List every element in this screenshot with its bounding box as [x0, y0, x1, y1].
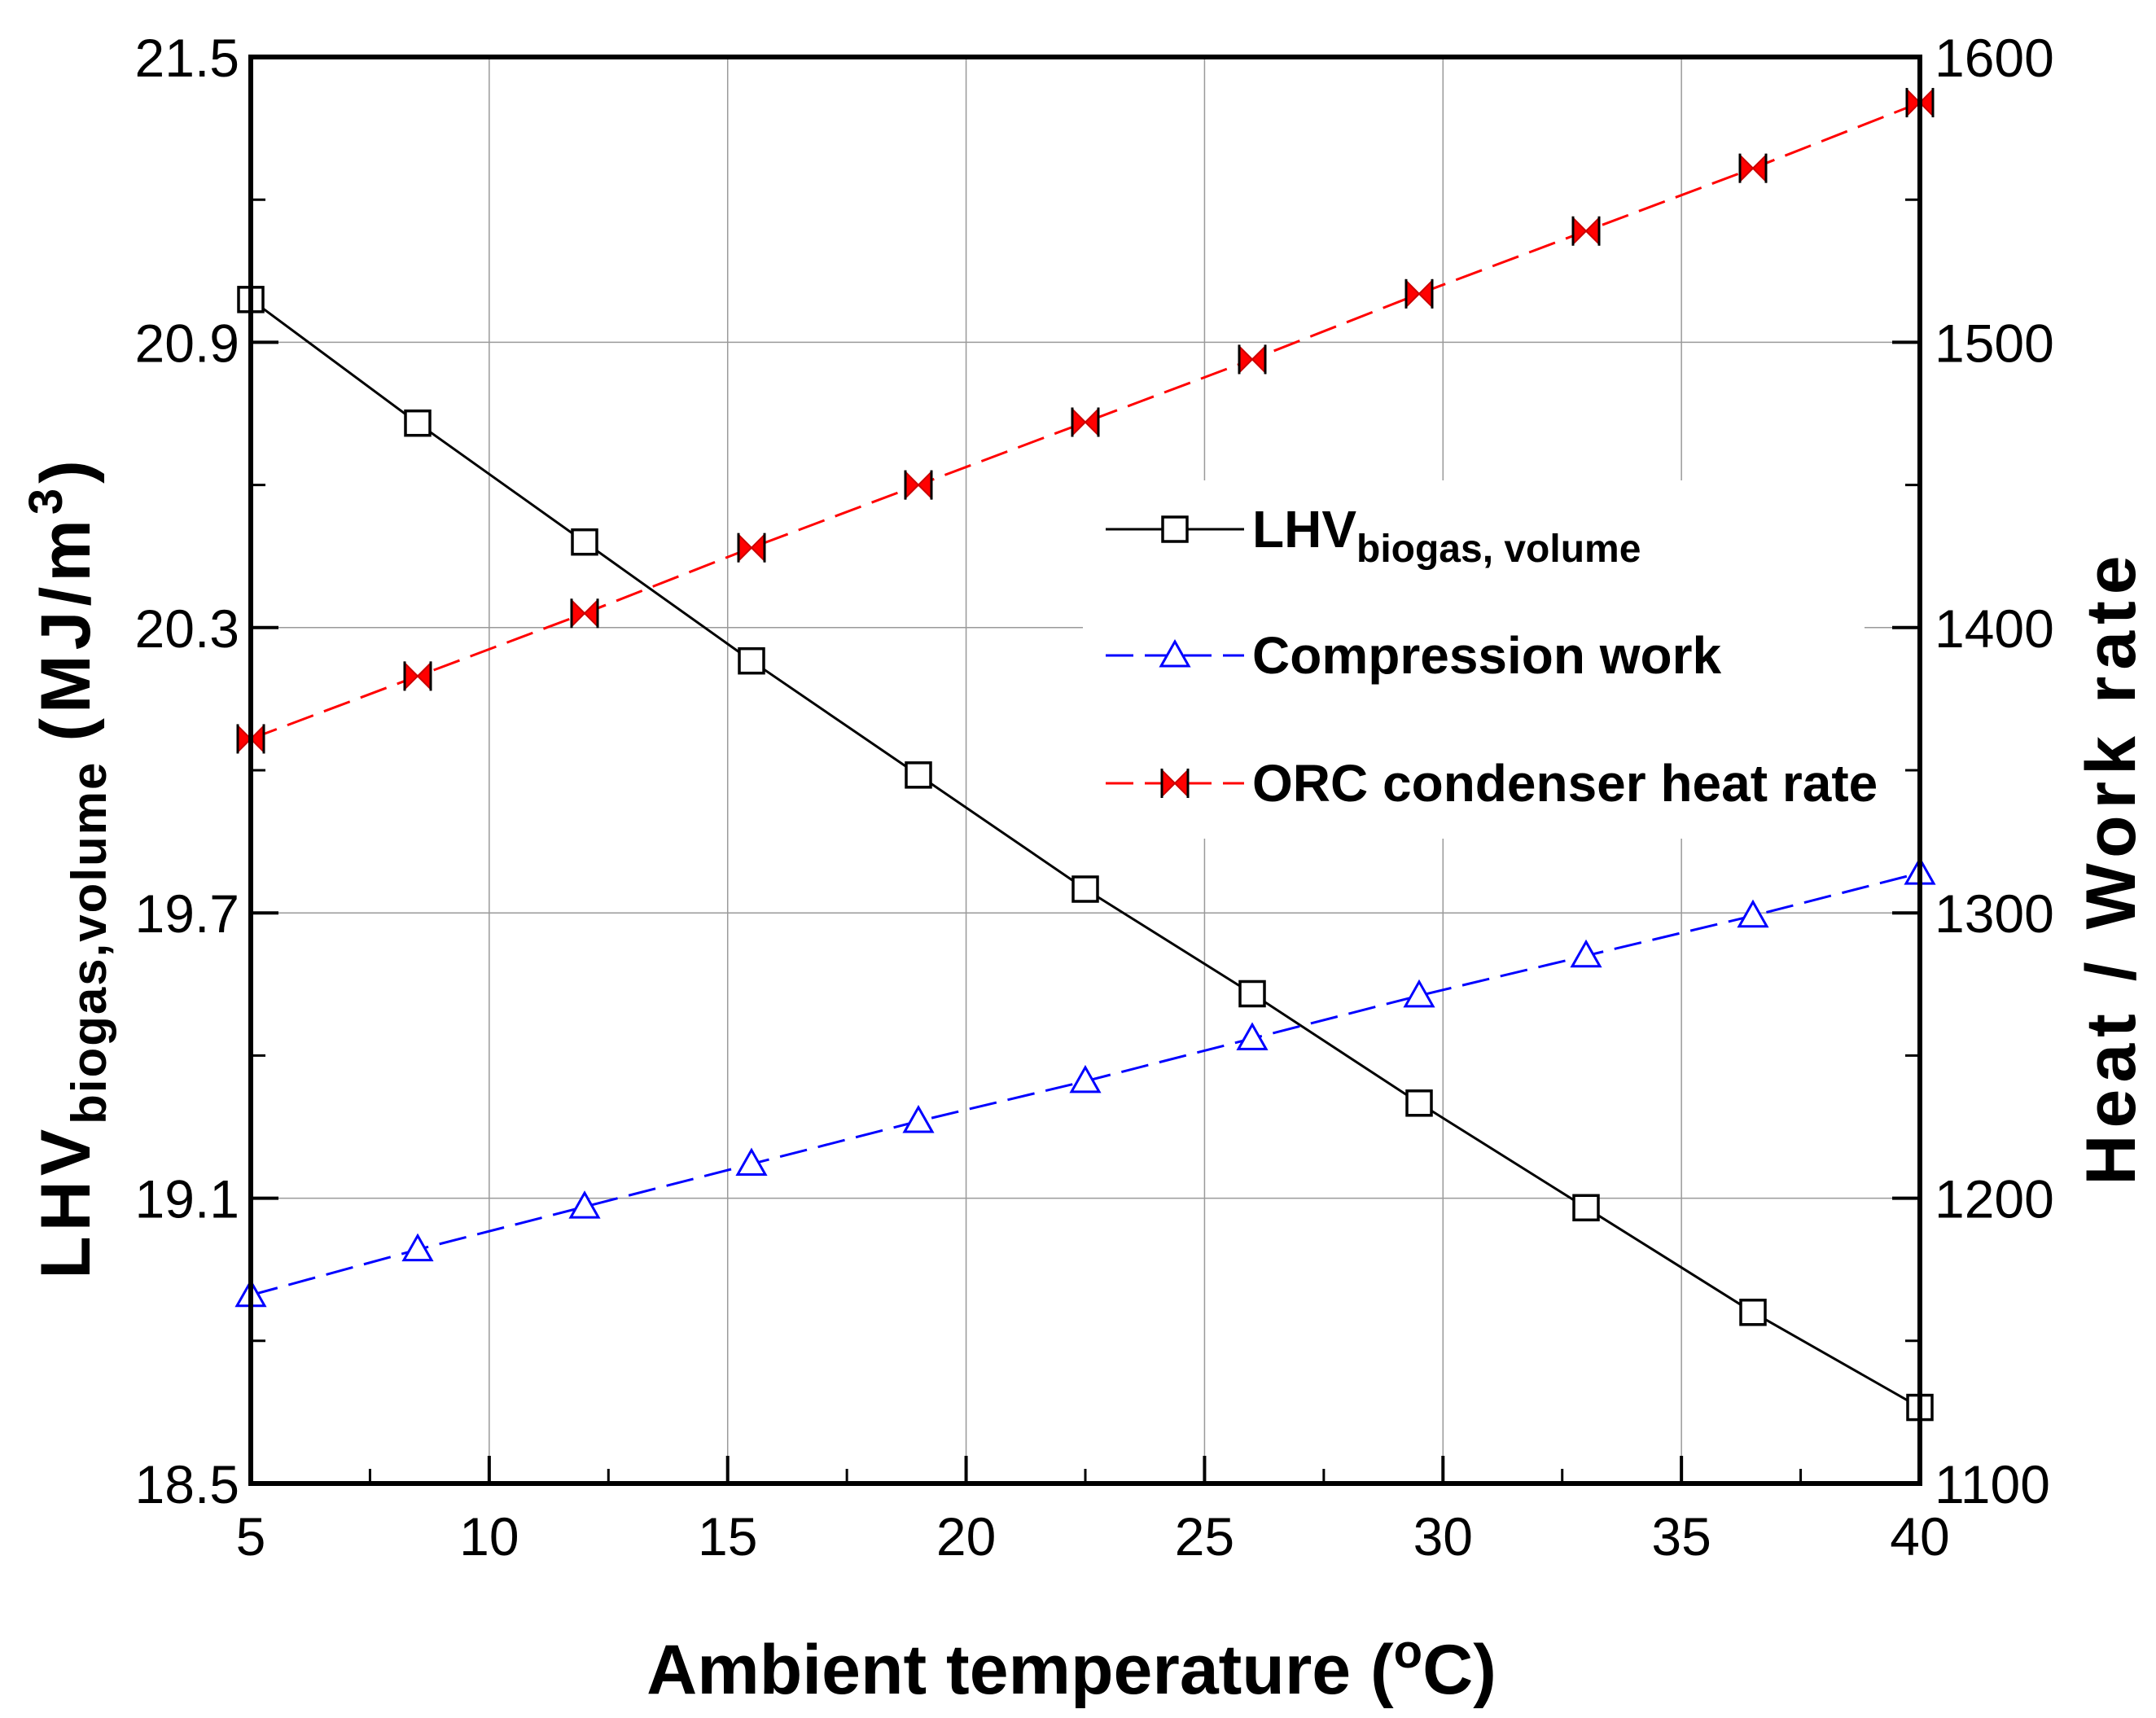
- x-tick-label: 25: [1175, 1506, 1234, 1567]
- x-axis-title-main: Ambient temperature (: [646, 1631, 1394, 1709]
- y-left-tick-label: 18.5: [135, 1454, 239, 1514]
- y-right-axis-title: Heat / Work rate: [2072, 549, 2150, 1185]
- legend-label-lhv-sub: biogas, volume: [1356, 528, 1641, 571]
- y-right-tick-label: 1300: [1935, 883, 2054, 944]
- series-0-point: [571, 528, 598, 556]
- x-tick-label: 40: [1890, 1506, 1949, 1567]
- x-tick-label: 15: [698, 1506, 757, 1567]
- y-right-tick-label: 1400: [1935, 598, 2054, 659]
- series-1-point: [568, 1190, 601, 1219]
- series-2-point: [1404, 278, 1434, 309]
- y-left-axis-title-close: ): [27, 455, 105, 484]
- series-2-point-bowtie: [1572, 216, 1600, 247]
- series-0-point: [905, 761, 932, 789]
- legend-label-lhv: LHVbiogas, volume: [1252, 500, 1641, 571]
- tick-labels: 5 10 15 20 25 30 35 40 18.5 19.1 19.7 20.3 20.9 21.5 1…: [135, 28, 2054, 1567]
- y-left-tick-label: 21.5: [135, 28, 239, 88]
- legend: LHVbiogas, volume Compression work ORC c…: [1083, 480, 1878, 839]
- series-2-point: [1738, 153, 1768, 184]
- y-left-axis-title-sup: 3: [20, 484, 72, 515]
- y-left-axis-title-sub: biogas,volume: [62, 761, 116, 1124]
- series-1-point: [1570, 939, 1602, 968]
- series-0-point: [1572, 1194, 1600, 1222]
- series-1-point: [1737, 899, 1769, 928]
- x-tick-label: 30: [1413, 1506, 1473, 1567]
- ticks: [249, 55, 1922, 1485]
- legend-item-compression-work: Compression work: [1106, 626, 1722, 685]
- series-0-point: [1739, 1299, 1767, 1326]
- legend-label-lhv-main: LHV: [1252, 500, 1356, 559]
- y-left-axis-title-prefix: LHV: [27, 1124, 105, 1279]
- series-line-2: [250, 101, 1921, 740]
- y-right-tick-label: 1100: [1935, 1454, 2050, 1514]
- series-2-point: [737, 532, 766, 563]
- series-1-point: [1236, 1022, 1269, 1050]
- legend-marker-lhv: [1161, 515, 1189, 543]
- legend-marker-compression-work: [1159, 638, 1191, 668]
- y-left-axis-title: LHVbiogas,volume (MJ/m3): [20, 455, 116, 1278]
- y-right-tick-label: 1500: [1935, 313, 2054, 373]
- y-left-tick-label: 19.7: [135, 883, 239, 944]
- series-2-point: [1571, 216, 1601, 247]
- y-left-tick-label: 20.3: [135, 598, 239, 659]
- legend-background: [1083, 480, 1865, 839]
- series-0-point: [1071, 875, 1099, 903]
- y-left-tick-label: 19.1: [135, 1169, 239, 1229]
- series-1-point: [735, 1147, 768, 1177]
- legend-label-compression-work: Compression work: [1252, 626, 1722, 685]
- series-1-point: [1403, 979, 1435, 1008]
- y-left-tick-label: 20.9: [135, 313, 239, 373]
- series-1-point: [401, 1233, 434, 1262]
- x-axis-title-tail: C): [1422, 1631, 1496, 1709]
- legend-item-orc-condenser: ORC condenser heat rate: [1106, 754, 1878, 813]
- legend-item-lhv: LHVbiogas, volume: [1106, 500, 1641, 571]
- series-2-point: [1071, 407, 1100, 437]
- series-2-point: [904, 470, 933, 501]
- x-axis-title: Ambient temperature (oC): [646, 1625, 1496, 1709]
- series-markers: [234, 87, 1936, 1422]
- series-0-point: [404, 409, 432, 437]
- y-left-axis-title-unit: (MJ/m: [27, 515, 105, 741]
- x-tick-label: 20: [936, 1506, 996, 1567]
- x-tick-label: 10: [459, 1506, 519, 1567]
- x-tick-label: 35: [1651, 1506, 1711, 1567]
- y-right-tick-label: 1600: [1935, 28, 2054, 88]
- series-1-point: [1069, 1064, 1102, 1093]
- legend-label-orc-condenser: ORC condenser heat rate: [1252, 754, 1878, 813]
- x-axis-title-sup: o: [1394, 1625, 1422, 1678]
- series-0-point: [1238, 980, 1266, 1008]
- series-0-point: [1405, 1089, 1433, 1117]
- series-1-point: [902, 1104, 935, 1133]
- series-2-point: [1238, 344, 1267, 375]
- series-2-point: [570, 598, 599, 629]
- x-tick-label: 5: [236, 1506, 266, 1567]
- series-2-point: [403, 660, 432, 691]
- series-0-point: [738, 646, 765, 675]
- y-right-tick-label: 1200: [1935, 1169, 2054, 1229]
